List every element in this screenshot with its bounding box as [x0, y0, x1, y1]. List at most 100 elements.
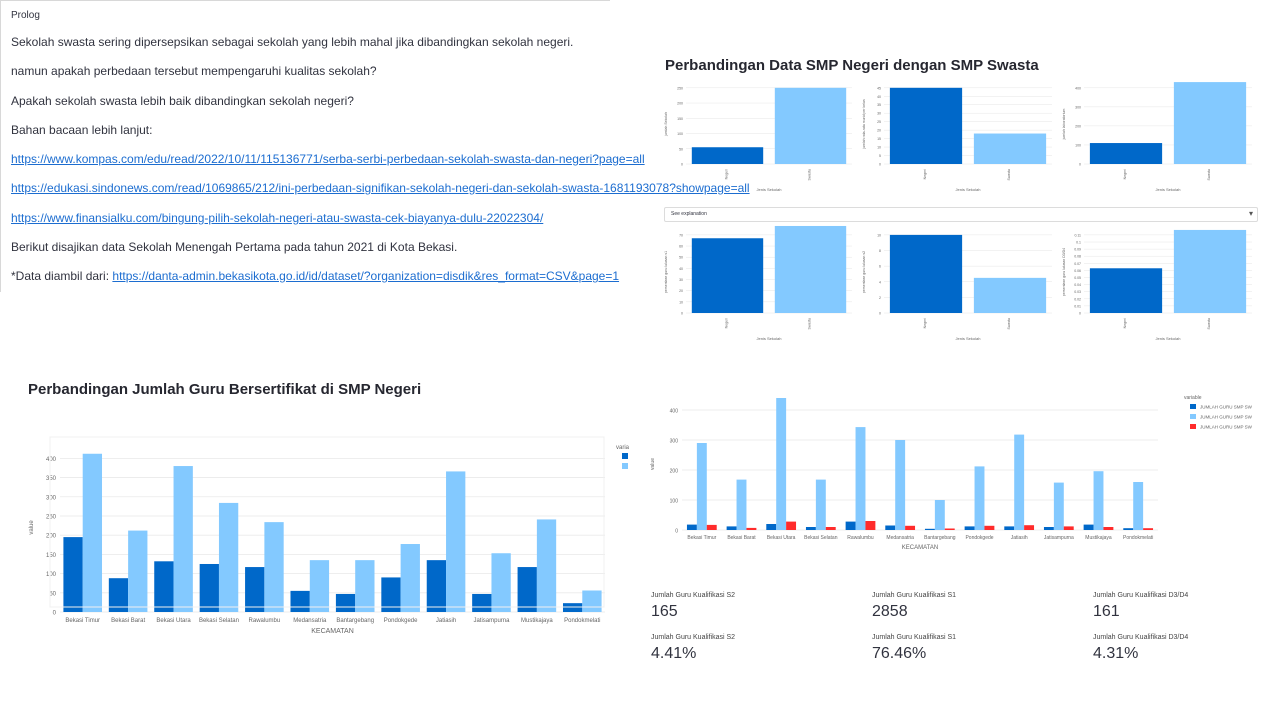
x-tick-label: Jatisampurna	[473, 618, 510, 624]
metric-value-d3d4: 161	[1093, 603, 1120, 620]
bar-pondokmelati	[1123, 528, 1134, 530]
y-tick-label: 0.06	[1074, 269, 1081, 273]
y-tick-label: 0	[53, 611, 57, 617]
y-tick-label: 0	[675, 529, 678, 535]
reading-link-1[interactable]: https://www.kompas.com/edu/read/2022/10/…	[11, 152, 645, 166]
y-tick-label: 400	[46, 457, 57, 463]
x-tick-label: Rawalumbu	[249, 618, 281, 624]
source-link[interactable]: https://danta-admin.bekasikota.go.id/id/…	[112, 269, 620, 283]
chevron-down-icon: ▾	[1248, 209, 1253, 218]
y-tick-label: 0.02	[1074, 297, 1081, 301]
mini-chart-laboratorium: 0 100 200 300 400 Negeri Swasta Jenis Sekolah ju…	[1062, 82, 1252, 192]
x-tick-label: Bekasi Selatan	[199, 618, 239, 624]
y-tick-label: 0.04	[1074, 283, 1081, 287]
bar-pondokmelati	[1133, 482, 1144, 530]
bar-bekasi-timur	[82, 453, 103, 612]
bar-bantargebang	[355, 560, 375, 612]
mini-chart-persen-s2: 0 2 4 6 8 10 Negeri Swasta Jenis Sekolah persenta…	[862, 233, 1052, 341]
bar-rawalumbu	[855, 427, 866, 530]
x-tick-label: Mustikajaya	[521, 618, 553, 624]
x-tick-label: Mustikajaya	[1085, 535, 1112, 541]
y-tick-label: 70	[679, 233, 683, 237]
x-tick-label: Negeri	[725, 318, 729, 329]
metric-label-s1: Jumlah Guru Kualifikasi S1	[872, 592, 957, 599]
y-tick-label: 8	[879, 249, 881, 253]
bar-swasta	[973, 277, 1047, 313]
bar-rawalumbu	[865, 521, 876, 530]
x-tick-label: Bantargebang	[336, 618, 374, 624]
x-tick-label: Jatiasih	[1011, 535, 1028, 541]
y-tick-label: 0.09	[1074, 248, 1081, 252]
bar-jatiasih	[426, 560, 447, 612]
y-tick-label: 100	[1075, 143, 1081, 147]
metric-value-s1-pct: 76.46%	[872, 645, 927, 662]
reading-link-3[interactable]: https://www.finansialku.com/bingung-pili…	[11, 211, 544, 225]
metric-label-s1-pct: Jumlah Guru Kualifikasi S1	[872, 634, 957, 641]
prolog-label: Prolog	[11, 10, 40, 21]
reading-link-2[interactable]: https://edukasi.sindonews.com/read/10698…	[11, 181, 750, 195]
y-tick-label: 5	[879, 154, 881, 158]
x-tick-label: Bekasi Timur	[65, 618, 100, 624]
legend-swatch-swasta	[622, 463, 628, 469]
bar-rawalumbu	[264, 522, 284, 612]
bar-jatiasih	[1024, 525, 1035, 530]
certified-teachers-chart: 0 50 100 150 200 250 300 350 400 Bekasi Timur Beka…	[29, 436, 630, 635]
bar-bekasi-selatan	[815, 479, 826, 530]
x-tick-label: Pondokmelati	[1123, 535, 1153, 541]
metric-label-s2-pct: Jumlah Guru Kualifikasi S2	[651, 634, 736, 641]
prolog-paragraph-1: Sekolah swasta sering dipersepsikan seba…	[11, 35, 574, 49]
x-tick-label: Swasta	[808, 318, 812, 330]
bar-bantargebang	[924, 528, 935, 530]
x-axis-label: KECAMATAN	[902, 545, 938, 551]
y-tick-label: 350	[46, 476, 57, 482]
y-tick-label: 0.03	[1074, 290, 1081, 294]
bar-mustikajaya	[517, 567, 537, 612]
bar-pondokmelati	[1143, 528, 1154, 530]
bar-negeri	[889, 234, 963, 313]
source-prefix: *Data diambil dari:	[11, 269, 113, 283]
bar-negeri	[691, 147, 764, 164]
y-axis-label: jumlah laboratorium	[1062, 109, 1066, 141]
y-axis-label: persentase guru lulusan s1	[664, 251, 668, 293]
bar-bantargebang	[335, 593, 356, 612]
explanation-select[interactable]: See explanation ▾	[664, 207, 1258, 222]
bar-pondokgede	[964, 526, 975, 530]
x-tick-label: Pondokgede	[384, 618, 418, 624]
legend-swatch	[1190, 424, 1196, 429]
legend-swatch-negeri	[622, 453, 628, 459]
x-tick-label: Medansatria	[886, 535, 914, 541]
mini-chart-jumlah-sekolah: 0 50 100 150 200 250 Negeri Swasta Jenis Sekolah…	[664, 86, 852, 192]
x-axis-label: Jenis Sekolah	[956, 336, 981, 341]
bar-jatiasih	[1004, 526, 1015, 530]
bar-swasta	[774, 225, 847, 313]
x-axis-label: Jenis Sekolah	[757, 336, 782, 341]
bar-jatisampurna	[1043, 527, 1054, 530]
y-tick-label: 0	[1079, 312, 1081, 316]
x-tick-label: Bantargebang	[924, 535, 956, 541]
y-tick-label: 150	[46, 553, 57, 559]
explanation-select-value: See explanation	[671, 211, 707, 217]
bar-jatisampurna	[1053, 482, 1064, 530]
bar-pondokgede	[974, 466, 985, 530]
bar-bekasi-selatan	[805, 527, 816, 530]
y-tick-label: 4	[879, 280, 881, 284]
x-tick-label: Negeri	[725, 169, 729, 180]
x-tick-label: Pondokgede	[965, 535, 993, 541]
y-tick-label: 0	[681, 163, 683, 167]
y-tick-label: 200	[677, 102, 683, 106]
y-tick-label: 100	[46, 572, 57, 578]
prolog-paragraph-4: Bahan bacaan lebih lanjut:	[11, 123, 153, 137]
bar-bekasi-barat	[746, 527, 757, 530]
x-tick-label: Negeri	[1123, 169, 1127, 180]
y-tick-label: 10	[679, 300, 683, 304]
bar-bekasi-selatan	[825, 527, 836, 530]
bar-bekasi-selatan	[199, 563, 219, 612]
y-tick-label: 0	[681, 312, 683, 316]
y-tick-label: 20	[679, 289, 683, 293]
y-tick-label: 0.08	[1074, 255, 1081, 259]
y-tick-label: 15	[877, 137, 881, 141]
y-tick-label: 400	[1075, 86, 1081, 90]
y-tick-label: 300	[1075, 105, 1081, 109]
y-tick-label: 400	[670, 409, 679, 415]
teachers-by-district-chart: 0 100 200 300 400 Bekasi Timur Bekasi Barat Bek…	[650, 395, 1253, 551]
